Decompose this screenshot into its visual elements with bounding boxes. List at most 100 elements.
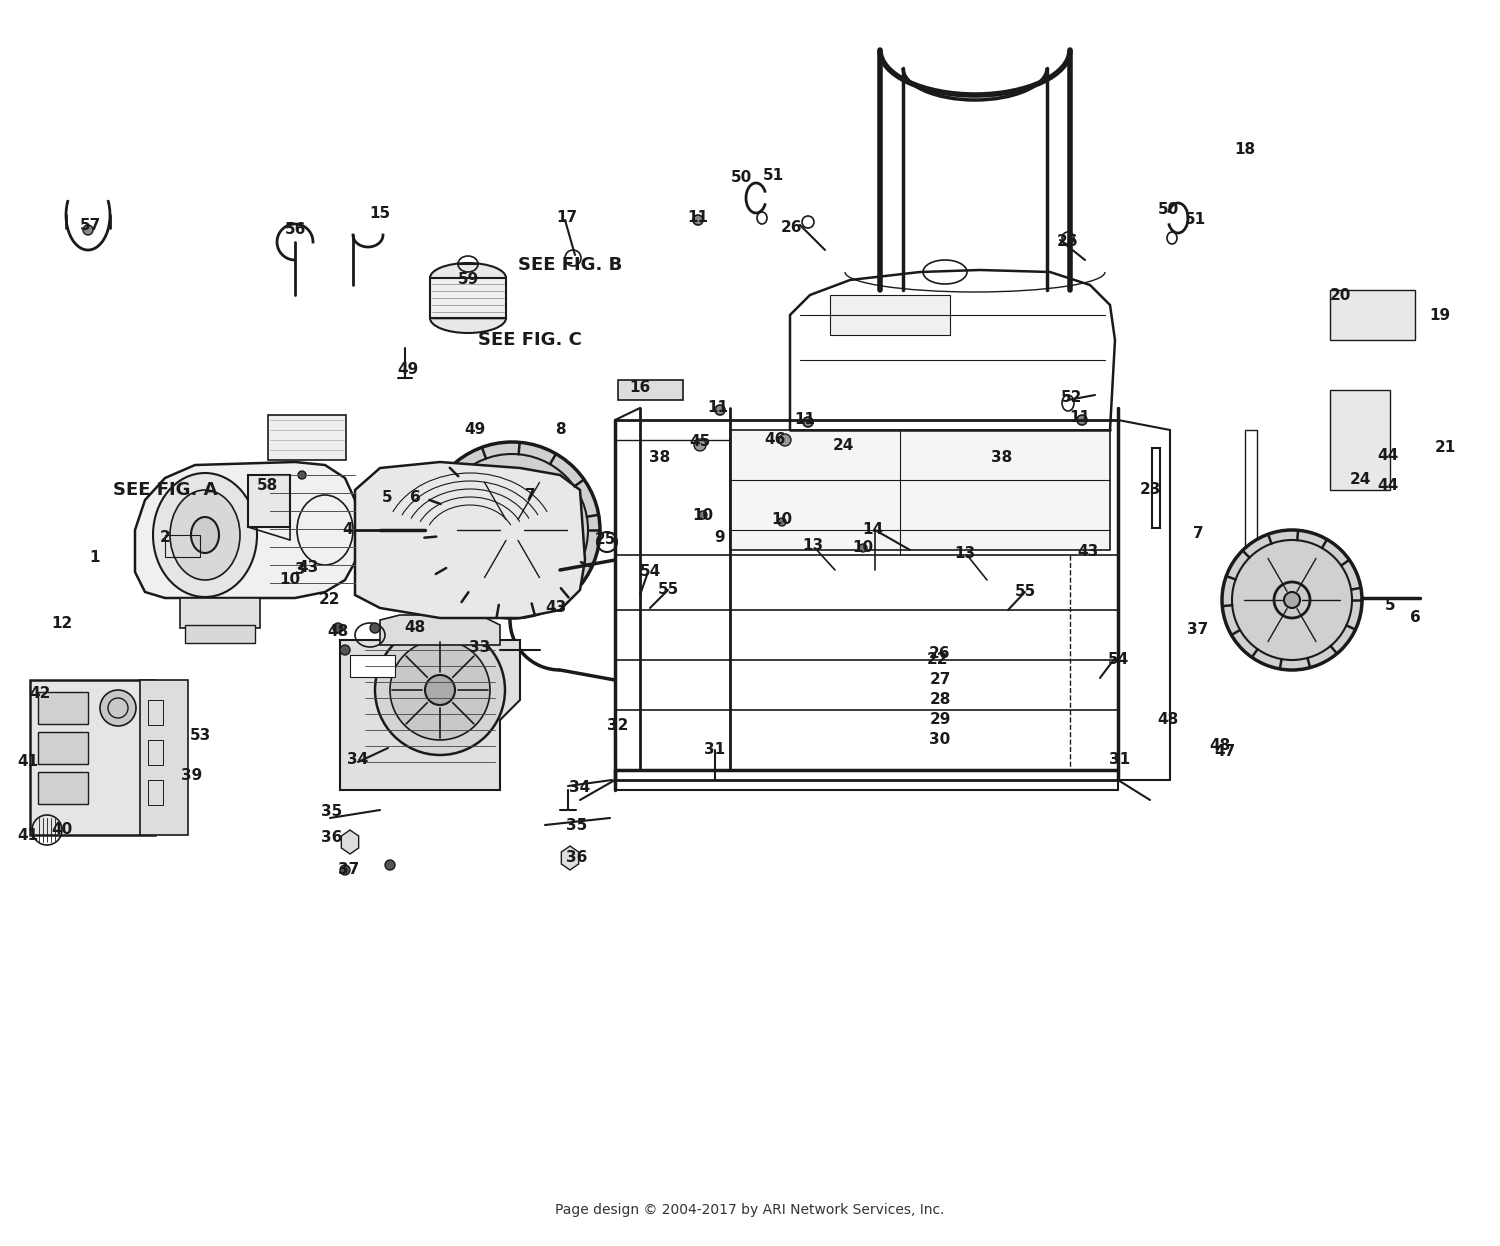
Text: 30: 30 (930, 733, 951, 748)
Text: 10: 10 (279, 572, 300, 588)
Ellipse shape (1222, 530, 1362, 670)
Text: SEE FIG. C: SEE FIG. C (478, 331, 582, 349)
Bar (165, 535, 200, 557)
Text: 41: 41 (18, 827, 39, 842)
Ellipse shape (694, 439, 706, 451)
Text: 54: 54 (639, 564, 660, 579)
Text: 29: 29 (930, 713, 951, 728)
Ellipse shape (190, 517, 219, 553)
Text: 4: 4 (342, 522, 354, 537)
Polygon shape (135, 462, 358, 598)
Text: 25: 25 (594, 532, 615, 547)
Text: 48: 48 (327, 624, 348, 639)
Text: 52: 52 (1062, 390, 1083, 405)
Text: 48: 48 (1158, 713, 1179, 728)
Text: 36: 36 (567, 851, 588, 866)
Text: 2: 2 (159, 531, 171, 546)
Text: 42: 42 (30, 685, 51, 700)
Text: 17: 17 (556, 211, 578, 226)
Text: SEE FIG. A: SEE FIG. A (112, 481, 218, 498)
Bar (148, 780, 164, 805)
Text: 53: 53 (189, 728, 210, 743)
Text: 12: 12 (51, 617, 72, 632)
Ellipse shape (100, 690, 136, 726)
Bar (268, 415, 346, 460)
Ellipse shape (170, 490, 240, 579)
Text: 38: 38 (992, 451, 1012, 466)
Text: 27: 27 (930, 673, 951, 688)
Bar (184, 625, 255, 643)
Text: 32: 32 (608, 718, 628, 733)
Text: 8: 8 (555, 422, 566, 437)
Text: 35: 35 (567, 819, 588, 834)
Ellipse shape (430, 263, 506, 293)
Bar (1330, 390, 1390, 490)
Polygon shape (561, 846, 579, 870)
Bar (350, 655, 394, 677)
Text: 15: 15 (369, 206, 390, 221)
Text: 11: 11 (708, 400, 729, 415)
Text: 55: 55 (1014, 584, 1035, 599)
Bar (148, 700, 164, 725)
Text: 43: 43 (546, 601, 567, 616)
Text: 37: 37 (1188, 623, 1209, 638)
Polygon shape (356, 462, 585, 618)
Text: 41: 41 (18, 755, 39, 770)
Text: 6: 6 (410, 491, 420, 506)
Text: 57: 57 (80, 218, 100, 233)
Text: 22: 22 (926, 653, 948, 668)
Text: 10: 10 (852, 540, 873, 554)
Text: SEE FIG. B: SEE FIG. B (518, 255, 622, 274)
Text: 7: 7 (1192, 527, 1203, 542)
Text: 13: 13 (954, 546, 975, 561)
Text: 20: 20 (1329, 288, 1350, 303)
Text: 28: 28 (930, 693, 951, 708)
Text: 1: 1 (90, 551, 101, 566)
Ellipse shape (390, 640, 490, 740)
Bar (1245, 430, 1257, 569)
Bar (1330, 290, 1414, 340)
Ellipse shape (424, 675, 454, 705)
Bar (140, 680, 188, 835)
Text: 40: 40 (51, 822, 72, 837)
Ellipse shape (153, 473, 256, 597)
Ellipse shape (716, 405, 724, 415)
Text: 50: 50 (1158, 203, 1179, 218)
Text: 34: 34 (570, 780, 591, 795)
Bar (38, 773, 88, 804)
Text: 55: 55 (657, 582, 678, 598)
Text: 43: 43 (297, 559, 318, 574)
Text: 35: 35 (321, 805, 342, 820)
Text: 11: 11 (687, 211, 708, 226)
Text: 18: 18 (1234, 142, 1256, 157)
Text: 23: 23 (1140, 482, 1161, 497)
Ellipse shape (778, 518, 786, 526)
Bar (148, 740, 164, 765)
Ellipse shape (298, 471, 306, 478)
Ellipse shape (1077, 415, 1088, 425)
Ellipse shape (693, 216, 703, 226)
Ellipse shape (699, 511, 706, 520)
Text: 45: 45 (690, 435, 711, 450)
Ellipse shape (1284, 592, 1300, 608)
Text: 3: 3 (294, 562, 306, 577)
Text: 51: 51 (762, 167, 783, 182)
Text: 46: 46 (765, 432, 786, 447)
Text: 54: 54 (1107, 653, 1128, 668)
Ellipse shape (340, 865, 350, 875)
Ellipse shape (386, 860, 394, 870)
Text: 22: 22 (320, 593, 340, 608)
Ellipse shape (802, 417, 813, 427)
Text: 56: 56 (285, 223, 306, 238)
Text: 14: 14 (862, 522, 883, 537)
Text: 37: 37 (339, 862, 360, 877)
Text: 11: 11 (1070, 410, 1090, 425)
Text: 48: 48 (1209, 738, 1230, 753)
Text: 58: 58 (256, 477, 278, 492)
Ellipse shape (370, 623, 380, 633)
Text: 33: 33 (470, 640, 490, 655)
Text: 51: 51 (1185, 213, 1206, 228)
Text: 7: 7 (525, 488, 536, 503)
Bar (248, 475, 290, 527)
Text: 47: 47 (1215, 745, 1236, 760)
